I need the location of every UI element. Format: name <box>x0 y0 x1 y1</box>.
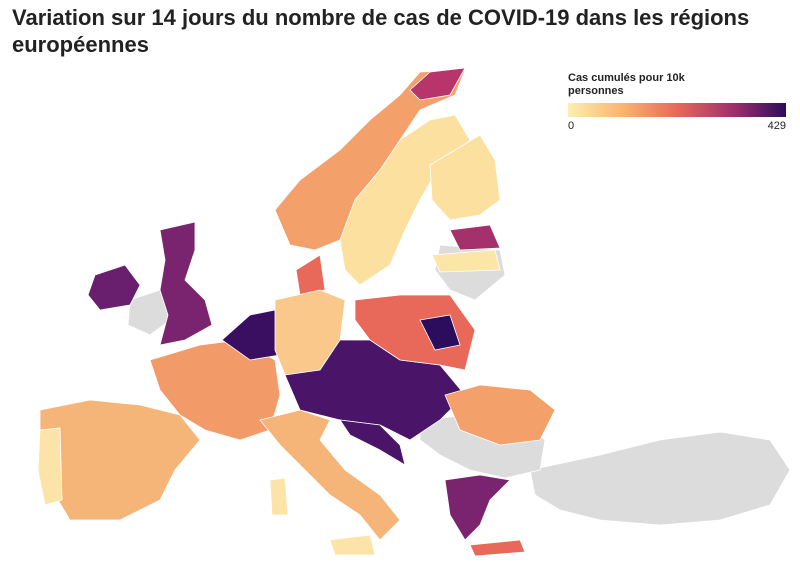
region <box>159 221 213 346</box>
region <box>37 427 63 506</box>
region <box>295 254 326 296</box>
region <box>354 294 476 371</box>
region <box>419 314 461 351</box>
region <box>339 419 406 466</box>
region <box>87 264 141 311</box>
region <box>329 534 376 556</box>
regions <box>37 67 791 557</box>
legend-max: 429 <box>768 120 786 132</box>
legend-title: Cas cumulés pour 10k personnes <box>568 72 685 97</box>
region <box>529 431 791 526</box>
region <box>469 539 526 557</box>
region <box>431 249 501 273</box>
region <box>269 477 289 516</box>
region <box>127 289 171 336</box>
region <box>39 399 201 521</box>
region <box>449 224 501 251</box>
region <box>444 384 556 446</box>
region <box>429 134 501 221</box>
region <box>444 474 511 541</box>
title: Variation sur 14 jours du nombre de cas … <box>12 5 750 57</box>
region <box>409 67 466 101</box>
legend-scale <box>568 103 786 117</box>
region <box>274 69 466 251</box>
legend-min: 0 <box>568 120 574 132</box>
region <box>259 409 401 541</box>
